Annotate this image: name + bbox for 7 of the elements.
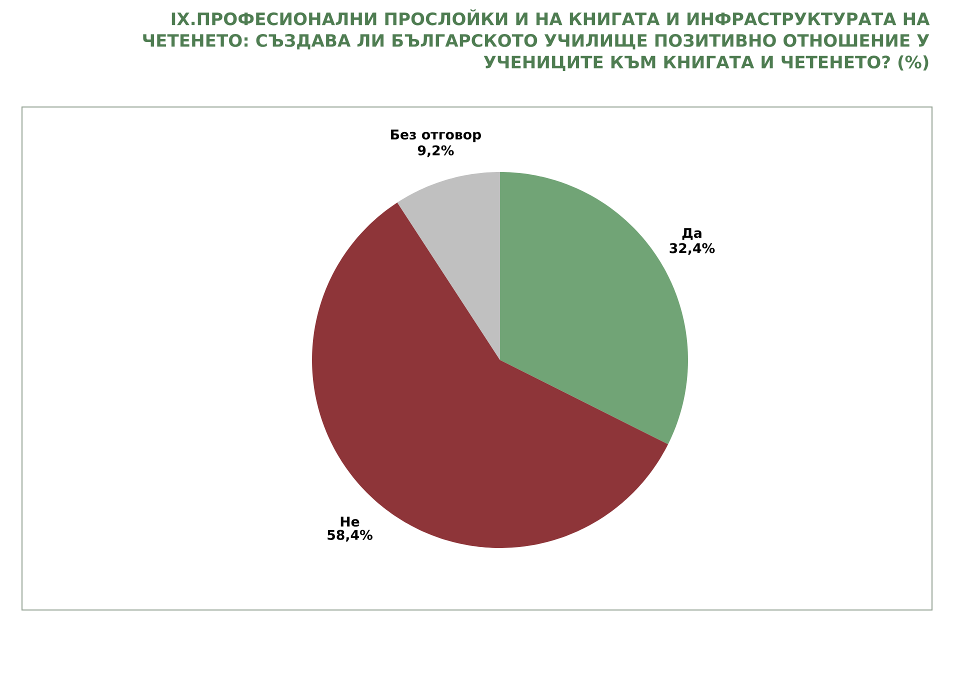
data-label: 58,4% (328, 530, 372, 542)
slice-label: Без отговор (391, 130, 481, 142)
data-label: 32,4% (670, 243, 715, 255)
data-label: 9,2% (418, 145, 454, 158)
chart-title: IX.ПРОФЕСИОНАЛНИ ПРОСЛОЙКИ И НА КНИГАТА И ИНФРАСТРУКТУРАТА НА ЧЕТЕНЕТО: СЪЗДАВА ЛИ БЪЛГАРСКОТО УЧИЛИЩЕ ПОЗИТИВНО ОТНОШЕНИЕ У УЧЕНИЦИТЕ КЪМ КНИГАТА И ЧЕТЕНЕТО? (%) (143, 9, 930, 71)
slice-label: Да (682, 228, 702, 240)
slice-label: Не (340, 516, 360, 527)
